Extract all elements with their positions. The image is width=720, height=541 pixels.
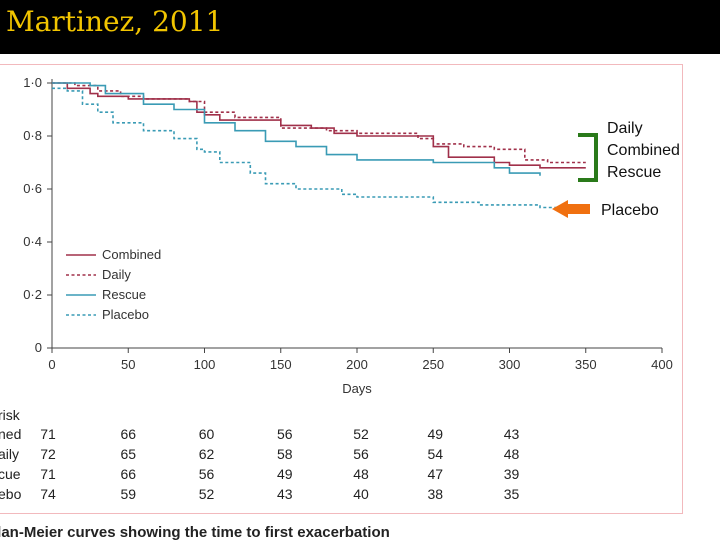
risk-table: risk ned 71 66 60 56 52 49 43 aily 72 65 62 58 56 54 48 c… [0,407,519,502]
risk-value: 56 [277,426,293,442]
title-bar: Martinez, 2011 [0,0,720,54]
risk-value: 62 [199,446,215,462]
arrow-label-placebo: Placebo [601,202,659,219]
x-tick-label: 50 [121,357,135,372]
risk-value: 52 [199,486,215,502]
y-tick-label: 0·6 [23,181,42,196]
series-layer [52,82,586,209]
bracket-label-rescue: Rescue [607,164,662,181]
x-axis-title: Days [342,381,372,396]
legend-label-rescue: Rescue [102,287,146,302]
risk-value: 52 [353,426,369,442]
risk-value: 58 [277,446,293,462]
risk-value: 59 [120,486,136,502]
legend-label-combined: Combined [102,247,161,262]
bracket-labels: Daily Combined Rescue [607,118,680,184]
figure-box [0,64,683,514]
x-tick-label: 0 [48,357,55,372]
series-line-placebo [52,87,579,209]
x-tick-label: 200 [346,357,368,372]
risk-value: 35 [504,486,520,502]
risk-row-label: cue [0,466,21,482]
arrow-left-icon [552,200,590,218]
series-line-combined [52,82,586,169]
risk-value: 71 [40,426,56,442]
x-tick-label: 100 [194,357,216,372]
y-tick-label: 1·0 [23,75,42,90]
series-line-daily [52,82,586,164]
risk-value: 48 [504,446,520,462]
risk-value: 43 [277,486,293,502]
legend: Combined Daily Rescue Placebo [66,247,161,322]
risk-row-label: ned [0,426,21,442]
risk-value: 39 [504,466,520,482]
risk-header: risk [0,407,21,423]
bracket-shape [578,133,598,182]
risk-value: 47 [427,466,443,482]
risk-value: 71 [40,466,56,482]
annotations [552,133,598,218]
risk-value: 49 [427,426,443,442]
axes: 0 50 100 150 200 250 300 350 400 0 0·2 0·4 0·6 0·8 1·0… [23,75,673,396]
y-tick-label: 0·4 [23,234,42,249]
x-tick-label: 250 [422,357,444,372]
x-tick-label: 150 [270,357,292,372]
risk-value: 60 [199,426,215,442]
figure-caption: plan-Meier curves showing the time to fi… [0,524,390,541]
slide-title: Martinez, 2011 [6,5,224,38]
risk-row-label: aily [0,446,19,462]
risk-value: 66 [120,426,136,442]
y-tick-label: 0·8 [23,128,42,143]
x-tick-label: 300 [499,357,521,372]
bracket-label-combined: Combined [607,142,680,159]
legend-label-daily: Daily [102,267,131,282]
risk-value: 49 [277,466,293,482]
risk-value: 48 [353,466,369,482]
risk-value: 65 [120,446,136,462]
y-tick-label: 0 [35,340,42,355]
bracket-label-daily: Daily [607,120,643,137]
risk-value: 56 [353,446,369,462]
risk-row-label: ebo [0,486,22,502]
x-tick-label: 350 [575,357,597,372]
risk-value: 66 [120,466,136,482]
y-tick-label: 0·2 [23,287,42,302]
risk-value: 54 [427,446,443,462]
risk-value: 74 [40,486,56,502]
x-tick-label: 400 [651,357,673,372]
risk-value: 56 [199,466,215,482]
risk-value: 40 [353,486,369,502]
legend-label-placebo: Placebo [102,307,149,322]
series-line-rescue [52,82,541,176]
risk-value: 38 [427,486,443,502]
risk-value: 72 [40,446,56,462]
risk-value: 43 [504,426,520,442]
